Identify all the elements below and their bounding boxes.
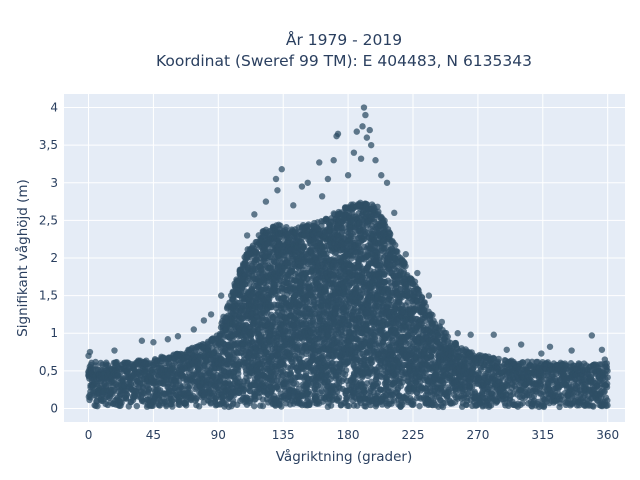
- data-point: [182, 402, 190, 409]
- data-point: [169, 403, 176, 410]
- data-point: [387, 230, 394, 238]
- data-point: [306, 401, 313, 409]
- data-point: [168, 398, 176, 405]
- data-point: [381, 217, 388, 224]
- data-points: [85, 104, 611, 411]
- data-point: [179, 383, 186, 390]
- data-point: [145, 386, 153, 394]
- data-point: [251, 402, 258, 410]
- data-point: [92, 358, 99, 366]
- data-point: [374, 380, 382, 387]
- data-point: [186, 382, 194, 389]
- data-point: [327, 402, 335, 409]
- data-point: [127, 380, 135, 387]
- data-point: [116, 371, 123, 378]
- data-point: [94, 402, 101, 410]
- data-point: [259, 402, 267, 410]
- data-point: [277, 222, 284, 229]
- data-point: [195, 403, 203, 410]
- data-point: [123, 391, 130, 399]
- data-point: [193, 394, 200, 402]
- data-point: [133, 402, 141, 410]
- data-point: [342, 367, 350, 374]
